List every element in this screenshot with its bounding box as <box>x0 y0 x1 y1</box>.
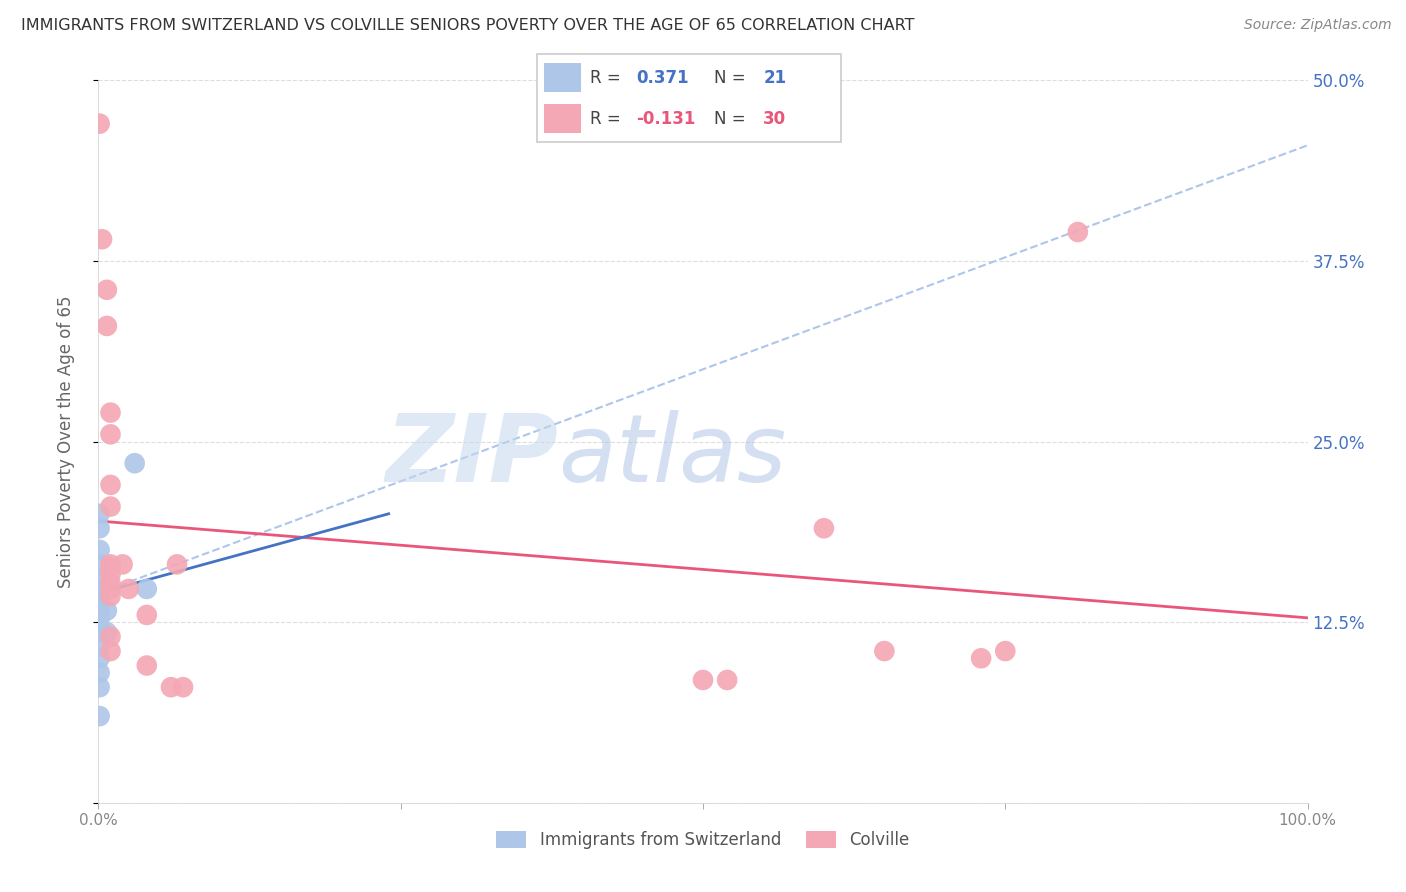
Text: N =: N = <box>714 110 751 128</box>
Point <box>89 625 111 640</box>
Text: Source: ZipAtlas.com: Source: ZipAtlas.com <box>1244 18 1392 32</box>
Point <box>89 680 111 694</box>
Point <box>100 644 122 658</box>
Y-axis label: Seniors Poverty Over the Age of 65: Seniors Poverty Over the Age of 65 <box>56 295 75 588</box>
Point <box>89 618 111 632</box>
Point <box>100 589 122 603</box>
Point <box>96 625 118 640</box>
Point <box>89 117 111 131</box>
Point <box>89 507 111 521</box>
Point <box>100 560 122 574</box>
Point <box>100 427 122 442</box>
Point <box>100 500 122 514</box>
Point <box>100 582 122 596</box>
Point <box>89 709 111 723</box>
Point <box>89 596 111 610</box>
Text: R =: R = <box>591 69 626 87</box>
Point <box>89 665 111 680</box>
Point <box>970 651 993 665</box>
Point <box>89 640 111 654</box>
Point <box>1067 225 1090 239</box>
Text: -0.131: -0.131 <box>637 110 696 128</box>
Point <box>124 456 146 470</box>
Point <box>716 673 738 687</box>
Point <box>135 582 157 596</box>
Point <box>100 558 122 572</box>
FancyBboxPatch shape <box>544 104 581 133</box>
Point <box>89 521 111 535</box>
Point <box>135 607 157 622</box>
Text: IMMIGRANTS FROM SWITZERLAND VS COLVILLE SENIORS POVERTY OVER THE AGE OF 65 CORRE: IMMIGRANTS FROM SWITZERLAND VS COLVILLE … <box>21 18 914 33</box>
Point <box>160 680 183 694</box>
Text: ZIP: ZIP <box>385 410 558 502</box>
Point <box>89 589 111 603</box>
Text: N =: N = <box>714 69 751 87</box>
Point <box>994 644 1017 658</box>
Text: 0.371: 0.371 <box>637 69 689 87</box>
Point <box>100 576 122 591</box>
Point <box>96 283 118 297</box>
Point <box>89 558 111 572</box>
Point <box>89 651 111 665</box>
Point <box>172 680 194 694</box>
FancyBboxPatch shape <box>537 54 841 142</box>
Point <box>135 658 157 673</box>
Point <box>89 582 111 596</box>
Text: atlas: atlas <box>558 410 786 501</box>
Point <box>89 604 111 618</box>
Point <box>166 558 188 572</box>
Point <box>100 406 122 420</box>
Point <box>100 630 122 644</box>
Text: 30: 30 <box>763 110 786 128</box>
Point <box>89 572 111 586</box>
Legend: Immigrants from Switzerland, Colville: Immigrants from Switzerland, Colville <box>489 824 917 856</box>
Point <box>96 604 118 618</box>
Text: 21: 21 <box>763 69 786 87</box>
Point <box>692 673 714 687</box>
Point <box>89 611 111 625</box>
Point <box>96 318 118 333</box>
Point <box>91 232 114 246</box>
Point <box>100 567 122 582</box>
Text: R =: R = <box>591 110 626 128</box>
Point <box>813 521 835 535</box>
Point <box>118 582 141 596</box>
Point <box>100 478 122 492</box>
Point <box>111 558 134 572</box>
Point <box>89 542 111 557</box>
Point <box>873 644 896 658</box>
FancyBboxPatch shape <box>544 63 581 92</box>
